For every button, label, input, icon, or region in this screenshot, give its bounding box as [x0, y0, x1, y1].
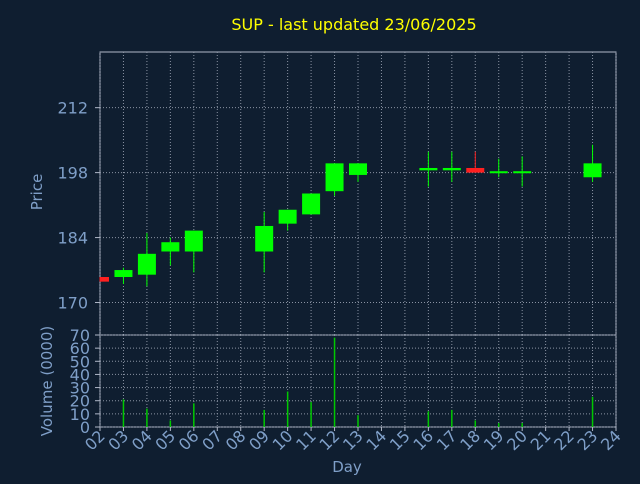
candle-body: [419, 167, 438, 171]
x-axis-label: Day: [332, 458, 362, 476]
candle-body: [137, 253, 156, 275]
price-axis-label: Price: [28, 174, 46, 211]
candle-body: [349, 163, 367, 175]
volume-axis-label: Volume (0000): [38, 326, 56, 436]
candle-body: [442, 167, 461, 171]
candle-body: [302, 193, 321, 215]
volume-tick-label: 50: [70, 352, 90, 371]
volume-tick-label: 40: [70, 365, 90, 384]
price-tick-label: 198: [57, 164, 88, 183]
candle-body: [278, 209, 297, 224]
price-tick-label: 212: [57, 99, 88, 118]
volume-tick-label: 30: [70, 379, 90, 398]
volume-tick-label: 0: [80, 418, 90, 437]
candle-body: [161, 242, 180, 252]
price-tick-label: 170: [57, 294, 88, 313]
volume-tick-label: 60: [70, 339, 90, 358]
volume-tick-label: 20: [70, 392, 90, 411]
candle-body: [100, 277, 109, 282]
volume-tick-label: 10: [70, 405, 90, 424]
candle-body: [114, 270, 133, 278]
candle-body: [466, 167, 485, 173]
candle-body: [513, 171, 532, 174]
candle-body: [184, 230, 203, 252]
chart-title: SUP - last updated 23/06/2025: [231, 15, 476, 34]
volume-tick-label: 70: [70, 326, 90, 345]
candle-body: [325, 163, 344, 192]
price-tick-label: 184: [57, 229, 88, 248]
candle-body: [583, 163, 602, 178]
candle-body: [255, 225, 274, 252]
candle-body: [489, 171, 508, 174]
price-panel: 170 184 198 212: [57, 51, 617, 336]
